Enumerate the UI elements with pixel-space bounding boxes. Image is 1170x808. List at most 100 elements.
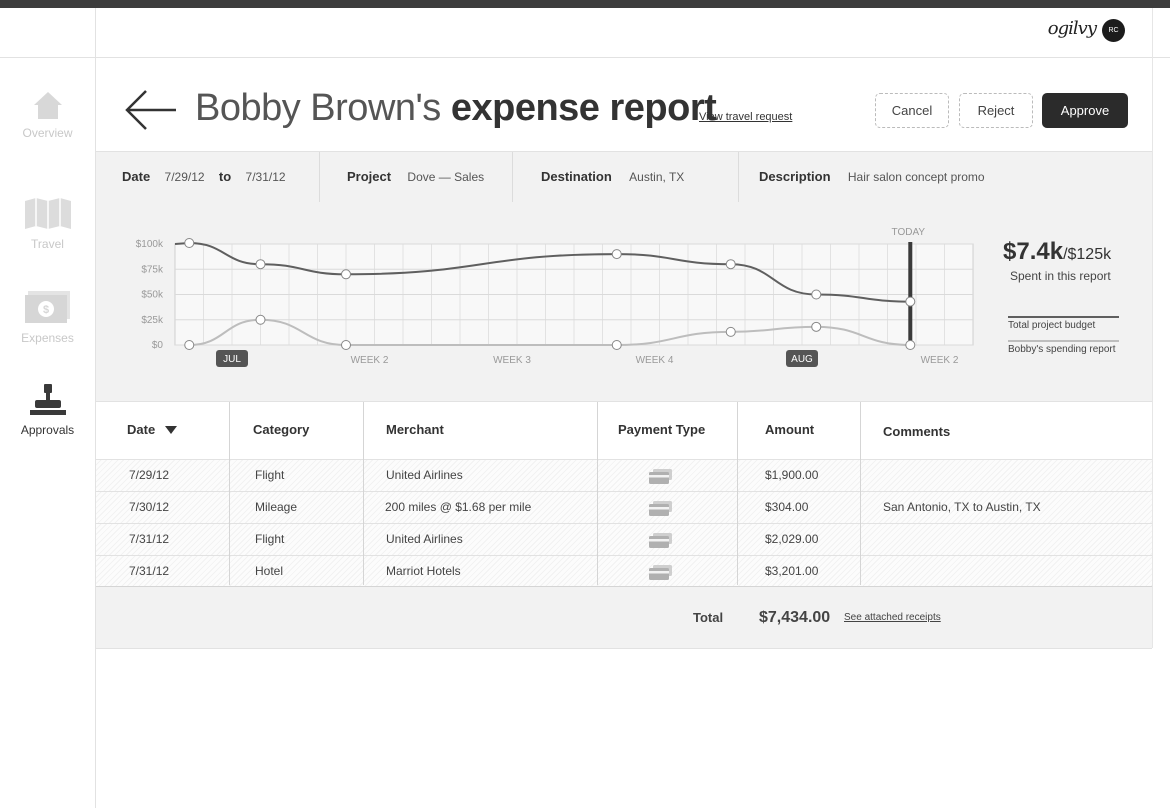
spent-caption: Spent in this report bbox=[1010, 269, 1111, 283]
table-row[interactable]: 7/30/12 Mileage 200 miles @ $1.68 per mi… bbox=[96, 492, 1152, 524]
column-header-payment-type[interactable]: Payment Type bbox=[618, 422, 706, 437]
chart-panel: $100k $75k $50k $25k $0 WEEK 2 WEEK 3 WEEK 4 WEE… bbox=[96, 202, 1152, 402]
sidebar-item-overview[interactable]: Overview bbox=[0, 90, 95, 140]
sidebar-item-label: Approvals bbox=[20, 423, 75, 437]
sidebar-item-label: Overview bbox=[22, 126, 73, 140]
sidebar-item-label: Expenses bbox=[21, 331, 74, 345]
approve-button[interactable]: Approve bbox=[1042, 93, 1128, 128]
budget-value: /$125k bbox=[1063, 246, 1112, 263]
data-point bbox=[184, 237, 195, 248]
cell-date: 7/31/12 bbox=[129, 564, 170, 578]
column-divider bbox=[363, 402, 364, 585]
total-bar: Total $7,434.00 See attached receipts bbox=[96, 586, 1152, 649]
cell-amount: $1,900.00 bbox=[765, 468, 819, 482]
cell-amount: $304.00 bbox=[765, 500, 809, 514]
back-arrow-icon bbox=[125, 90, 176, 130]
cell-merchant: 200 miles @ $1.68 per mile bbox=[385, 500, 532, 514]
data-point bbox=[811, 289, 822, 300]
cell-category: Mileage bbox=[255, 500, 298, 514]
cell-comment: San Antonio, TX to Austin, TX bbox=[883, 500, 1041, 514]
page-title: Bobby Brown's expense report bbox=[195, 87, 717, 130]
project-label: Project bbox=[347, 169, 392, 184]
x-tick-label: WEEK 2 bbox=[351, 355, 389, 366]
y-tick-label: $0 bbox=[152, 340, 164, 351]
column-header-date[interactable]: Date bbox=[127, 402, 177, 459]
y-tick-label: $25k bbox=[141, 315, 164, 326]
data-point bbox=[611, 249, 622, 260]
x-tick-label: WEEK 4 bbox=[636, 355, 674, 366]
report-info-bar: Date 7/29/12 to 7/31/12 Project Dove — S… bbox=[96, 151, 1152, 203]
sidebar-item-travel[interactable]: Travel bbox=[0, 197, 95, 251]
data-point bbox=[255, 314, 266, 325]
column-divider bbox=[860, 402, 861, 585]
total-label: Total bbox=[693, 610, 724, 625]
month-badge-label: JUL bbox=[223, 354, 241, 365]
table-header: Date Category Merchant Payment Type Amou… bbox=[96, 402, 1152, 460]
cell-category: Flight bbox=[255, 532, 285, 546]
cell-merchant: Marriot Hotels bbox=[386, 564, 461, 578]
destination-value: Austin, TX bbox=[629, 170, 685, 184]
legend-label-spending: Bobby's spending report bbox=[1008, 344, 1116, 355]
right-divider bbox=[1152, 8, 1153, 648]
data-point bbox=[255, 259, 266, 270]
credit-card-icon bbox=[649, 533, 672, 548]
month-badge bbox=[216, 350, 248, 367]
avatar[interactable]: RC bbox=[1102, 19, 1125, 42]
cell-merchant: United Airlines bbox=[386, 468, 463, 482]
cell-merchant: United Airlines bbox=[386, 532, 463, 546]
column-header-category[interactable]: Category bbox=[253, 422, 310, 437]
home-icon bbox=[33, 92, 62, 119]
money-icon: $ bbox=[24, 291, 70, 323]
credit-card-icon bbox=[649, 501, 672, 516]
column-divider bbox=[597, 402, 598, 585]
table-row[interactable]: 7/31/12 Hotel Marriot Hotels $3,201.00 bbox=[96, 556, 1152, 588]
brand-logo: ogilvy bbox=[1047, 18, 1097, 39]
stamp-icon bbox=[29, 384, 66, 415]
data-point bbox=[905, 340, 916, 350]
column-header-amount[interactable]: Amount bbox=[765, 422, 815, 437]
legend-swatch-budget bbox=[1008, 316, 1119, 318]
spending-chart: $100k $75k $50k $25k $0 WEEK 2 WEEK 3 WEEK 4 WEE… bbox=[136, 227, 974, 367]
cancel-button[interactable]: Cancel bbox=[875, 93, 949, 128]
cell-date: 7/29/12 bbox=[129, 468, 170, 482]
header-bar: ogilvy RC bbox=[96, 8, 1170, 58]
y-tick-label: $100k bbox=[136, 239, 164, 250]
sort-desc-icon bbox=[164, 426, 177, 434]
table-row[interactable]: 7/31/12 Flight United Airlines $2,029.00 bbox=[96, 524, 1152, 556]
project-value: Dove — Sales bbox=[407, 170, 485, 184]
data-point bbox=[725, 259, 736, 270]
table-row[interactable]: 7/29/12 Flight United Airlines $1,900.00 bbox=[96, 460, 1152, 492]
date-to-label: to bbox=[218, 169, 232, 184]
expense-table: Date Category Merchant Payment Type Amou… bbox=[96, 402, 1152, 588]
data-point bbox=[184, 340, 195, 350]
destination-info: Destination Austin, TX bbox=[541, 152, 684, 202]
y-tick-label: $75k bbox=[141, 264, 164, 275]
month-badge-label: AUG bbox=[791, 354, 813, 365]
column-header-merchant[interactable]: Merchant bbox=[386, 422, 444, 437]
spent-amount: $7.4k/$125k bbox=[1003, 238, 1111, 266]
title-rest: expense report bbox=[450, 87, 717, 129]
project-info: Project Dove — Sales bbox=[347, 152, 484, 202]
view-travel-request-link[interactable]: View travel request bbox=[699, 111, 793, 123]
title-name: Bobby Brown's bbox=[195, 87, 441, 129]
cell-category: Hotel bbox=[255, 564, 284, 578]
sidebar-item-expenses[interactable]: $ Expenses bbox=[0, 291, 95, 345]
cell-date: 7/31/12 bbox=[129, 532, 170, 546]
description-label: Description bbox=[759, 169, 831, 184]
date-from: 7/29/12 bbox=[164, 170, 205, 184]
column-divider bbox=[737, 402, 738, 585]
sidebar-item-approvals[interactable]: Approvals bbox=[0, 383, 95, 437]
attached-receipts-link[interactable]: See attached receipts bbox=[844, 612, 941, 623]
x-tick-label: WEEK 3 bbox=[493, 355, 531, 366]
column-header-comments[interactable]: Comments bbox=[883, 424, 951, 439]
reject-button[interactable]: Reject bbox=[959, 93, 1033, 128]
total-value: $7,434.00 bbox=[759, 609, 831, 626]
date-range: Date 7/29/12 to 7/31/12 bbox=[122, 152, 286, 202]
data-point bbox=[611, 340, 622, 350]
back-button[interactable] bbox=[124, 88, 178, 137]
month-badge bbox=[786, 350, 818, 367]
data-point bbox=[905, 296, 916, 307]
x-tick-label: WEEK 2 bbox=[921, 355, 959, 366]
legend-swatch-spending bbox=[1008, 340, 1119, 342]
spent-value: $7.4k bbox=[1003, 238, 1064, 265]
